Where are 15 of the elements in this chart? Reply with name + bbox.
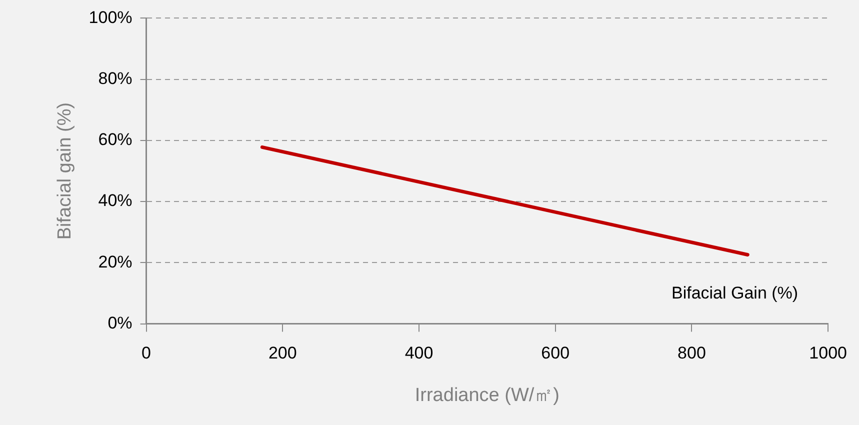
x-tick-label: 0: [142, 344, 152, 363]
x-tick-label: 1000: [809, 344, 848, 363]
y-tick-label: 80%: [98, 69, 132, 88]
y-tick-label: 40%: [98, 191, 132, 210]
y-tick-label: 20%: [98, 252, 132, 272]
x-tick-label: 600: [541, 344, 570, 363]
y-axis-title: Bifacial gain (%): [54, 102, 76, 240]
x-tick-label: 400: [404, 344, 434, 363]
text: Bifacial Gain (%): [671, 283, 798, 302]
y-tick-label: 60%: [98, 130, 132, 150]
y-tick-label: 100%: [88, 8, 132, 27]
x-tick-label: 800: [678, 344, 706, 363]
x-axis-title: Irradiance (W/㎡): [414, 384, 560, 406]
x-tick-label: 200: [268, 344, 297, 363]
y-tick-label: 0%: [108, 313, 132, 332]
